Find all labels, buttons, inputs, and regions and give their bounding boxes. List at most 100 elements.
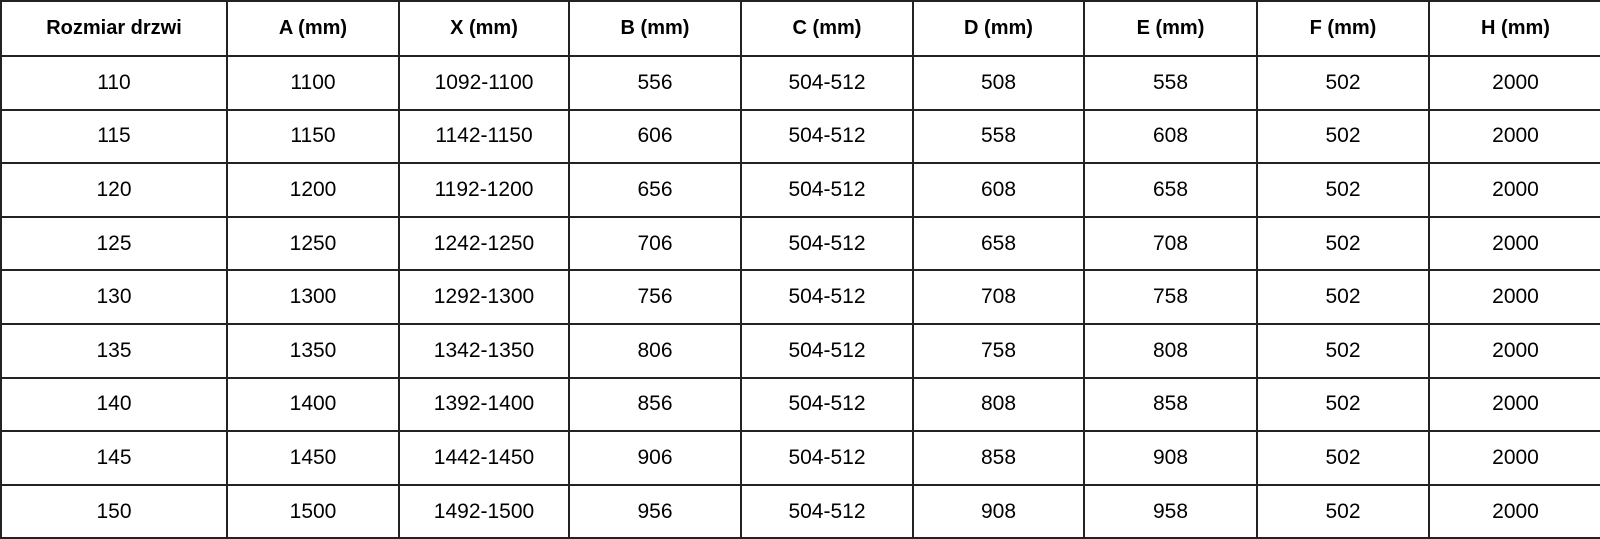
table-cell: 504-512 — [740, 376, 914, 433]
table-cell: 958 — [1083, 483, 1258, 539]
table-cell: 2000 — [1428, 376, 1600, 433]
table-cell: 708 — [912, 269, 1085, 325]
table-cell: 504-512 — [740, 430, 914, 486]
table-cell: 508 — [912, 55, 1085, 111]
table-cell: 1142-1150 — [398, 108, 570, 165]
table-cell: 608 — [1083, 108, 1258, 165]
table-cell: 150 — [0, 483, 228, 539]
table-cell: 908 — [1083, 430, 1258, 486]
table-cell: 502 — [1256, 108, 1430, 165]
table-cell: 658 — [1083, 162, 1258, 218]
table-cell: 502 — [1256, 269, 1430, 325]
table-cell: 2000 — [1428, 269, 1600, 325]
table-cell: 1200 — [226, 162, 400, 218]
table-cell: 808 — [912, 376, 1085, 433]
table-cell: 502 — [1256, 322, 1430, 379]
column-header: B (mm) — [568, 0, 742, 57]
column-header: C (mm) — [740, 0, 914, 57]
table-cell: 2000 — [1428, 162, 1600, 218]
table-cell: 558 — [1083, 55, 1258, 111]
table-cell: 856 — [568, 376, 742, 433]
table-cell: 115 — [0, 108, 228, 165]
table-cell: 1100 — [226, 55, 400, 111]
column-header: H (mm) — [1428, 0, 1600, 57]
table-cell: 1150 — [226, 108, 400, 165]
table-cell: 1442-1450 — [398, 430, 570, 486]
table-row: 150 1500 1492-1500 956 504-512 908 958 502 2000 — [0, 483, 1600, 539]
table-cell: 806 — [568, 322, 742, 379]
table-cell: 1292-1300 — [398, 269, 570, 325]
table-cell: 1242-1250 — [398, 215, 570, 272]
table-cell: 2000 — [1428, 55, 1600, 111]
table-cell: 1350 — [226, 322, 400, 379]
table-cell: 1192-1200 — [398, 162, 570, 218]
table-cell: 502 — [1256, 430, 1430, 486]
table-cell: 708 — [1083, 215, 1258, 272]
table-cell: 504-512 — [740, 162, 914, 218]
column-header: A (mm) — [226, 0, 400, 57]
table-cell: 502 — [1256, 483, 1430, 539]
table-cell: 558 — [912, 108, 1085, 165]
column-header: D (mm) — [912, 0, 1085, 57]
table-row: 110 1100 1092-1100 556 504-512 508 558 502 2000 — [0, 55, 1600, 111]
table-cell: 125 — [0, 215, 228, 272]
table-cell: 1092-1100 — [398, 55, 570, 111]
table-cell: 658 — [912, 215, 1085, 272]
column-header: Rozmiar drzwi — [0, 0, 228, 57]
table-cell: 130 — [0, 269, 228, 325]
table-cell: 758 — [1083, 269, 1258, 325]
table-cell: 140 — [0, 376, 228, 433]
table-cell: 606 — [568, 108, 742, 165]
table-cell: 145 — [0, 430, 228, 486]
table-cell: 502 — [1256, 162, 1430, 218]
column-header: F (mm) — [1256, 0, 1430, 57]
table-cell: 502 — [1256, 376, 1430, 433]
table-row: 145 1450 1442-1450 906 504-512 858 908 502 2000 — [0, 430, 1600, 486]
table-cell: 504-512 — [740, 108, 914, 165]
table-cell: 808 — [1083, 322, 1258, 379]
table-cell: 1400 — [226, 376, 400, 433]
table-row: 130 1300 1292-1300 756 504-512 708 758 502 2000 — [0, 269, 1600, 325]
table-cell: 706 — [568, 215, 742, 272]
header-row: Rozmiar drzwi A (mm) X (mm) B (mm) C (mm) D (… — [0, 0, 1600, 57]
column-header: X (mm) — [398, 0, 570, 57]
table-cell: 1450 — [226, 430, 400, 486]
table-cell: 2000 — [1428, 322, 1600, 379]
table-cell: 1250 — [226, 215, 400, 272]
table-cell: 556 — [568, 55, 742, 111]
table-cell: 2000 — [1428, 215, 1600, 272]
table-row: 140 1400 1392-1400 856 504-512 808 858 502 2000 — [0, 376, 1600, 433]
table-cell: 504-512 — [740, 322, 914, 379]
table-cell: 1392-1400 — [398, 376, 570, 433]
table-row: 115 1150 1142-1150 606 504-512 558 608 502 2000 — [0, 108, 1600, 165]
table-cell: 1492-1500 — [398, 483, 570, 539]
table-cell: 504-512 — [740, 483, 914, 539]
table-cell: 2000 — [1428, 483, 1600, 539]
table-row: 125 1250 1242-1250 706 504-512 658 708 502 2000 — [0, 215, 1600, 272]
table-cell: 758 — [912, 322, 1085, 379]
table-cell: 120 — [0, 162, 228, 218]
table-cell: 756 — [568, 269, 742, 325]
column-header: E (mm) — [1083, 0, 1258, 57]
table-cell: 906 — [568, 430, 742, 486]
table-cell: 956 — [568, 483, 742, 539]
table-cell: 504-512 — [740, 215, 914, 272]
table-cell: 608 — [912, 162, 1085, 218]
table-cell: 2000 — [1428, 108, 1600, 165]
table-cell: 908 — [912, 483, 1085, 539]
table-cell: 502 — [1256, 55, 1430, 111]
table-cell: 1300 — [226, 269, 400, 325]
table-cell: 1342-1350 — [398, 322, 570, 379]
table-cell: 2000 — [1428, 430, 1600, 486]
table-cell: 858 — [1083, 376, 1258, 433]
table-cell: 656 — [568, 162, 742, 218]
table-cell: 502 — [1256, 215, 1430, 272]
table-cell: 858 — [912, 430, 1085, 486]
table-cell: 135 — [0, 322, 228, 379]
table-row: 135 1350 1342-1350 806 504-512 758 808 502 2000 — [0, 322, 1600, 379]
table-cell: 504-512 — [740, 55, 914, 111]
table-cell: 504-512 — [740, 269, 914, 325]
table-cell: 1500 — [226, 483, 400, 539]
table-cell: 110 — [0, 55, 228, 111]
